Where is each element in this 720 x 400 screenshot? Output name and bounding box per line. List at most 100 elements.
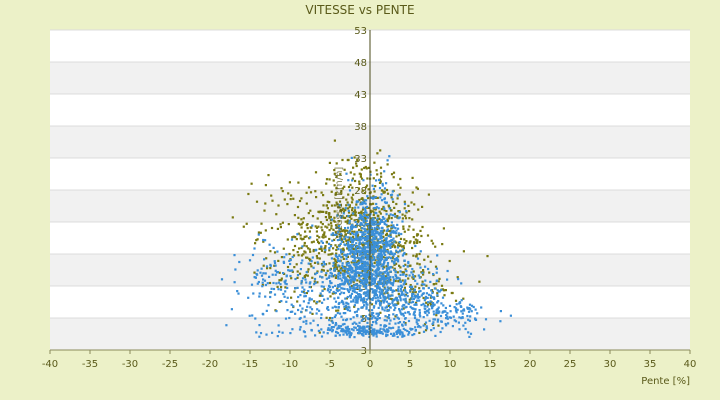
scatter-point [308, 285, 311, 289]
scatter-point [329, 280, 332, 283]
scatter-point [314, 171, 318, 174]
scatter-point [432, 296, 435, 299]
scatter-point [272, 246, 275, 249]
scatter-point [306, 227, 309, 230]
scatter-point [461, 316, 464, 319]
scatter-point [288, 181, 291, 184]
scatter-point [416, 282, 419, 285]
scatter-point [341, 158, 344, 162]
scatter-point [355, 245, 359, 248]
scatter-point [409, 284, 412, 287]
scatter-point [349, 252, 352, 255]
scatter-point [331, 317, 334, 320]
scatter-point [362, 301, 365, 304]
scatter-point [318, 294, 321, 297]
scatter-point [273, 293, 277, 296]
scatter-point [303, 315, 306, 318]
scatter-point [356, 235, 359, 238]
scatter-point [446, 315, 449, 318]
scatter-point [399, 273, 402, 276]
scatter-point [402, 335, 405, 338]
scatter-point [397, 288, 400, 291]
scatter-point [342, 212, 345, 215]
scatter-point [362, 198, 365, 201]
scatter-point [399, 311, 402, 314]
x-tick-label: 20 [524, 359, 537, 370]
scatter-point [377, 233, 381, 236]
scatter-point [304, 230, 307, 233]
scatter-point [363, 212, 366, 215]
scatter-point [336, 214, 339, 217]
scatter-point [365, 306, 368, 309]
scatter-point [295, 263, 298, 266]
scatter-point [277, 324, 280, 327]
scatter-point [285, 283, 288, 286]
scatter-point [269, 267, 272, 270]
scatter-point [389, 213, 392, 216]
scatter-point [406, 265, 409, 268]
scatter-point [305, 281, 308, 284]
scatter-point [402, 225, 405, 228]
scatter-point [326, 207, 329, 210]
scatter-point [353, 219, 356, 222]
scatter-point [428, 271, 431, 274]
scatter-point [411, 268, 414, 271]
scatter-point [366, 303, 369, 306]
scatter-point [347, 193, 350, 196]
scatter-point [430, 289, 433, 292]
scatter-point [328, 285, 331, 288]
scatter-point [366, 256, 369, 260]
scatter-point [394, 270, 397, 274]
scatter-point [422, 287, 425, 290]
scatter-point [391, 334, 394, 337]
scatter-point [339, 234, 342, 238]
scatter-point [412, 236, 415, 239]
scatter-point [353, 156, 356, 159]
scatter-point [254, 317, 257, 320]
scatter-point [383, 281, 386, 284]
scatter-point [404, 300, 407, 303]
scatter-point [386, 309, 389, 312]
scatter-point [371, 328, 375, 331]
scatter-point [346, 201, 349, 204]
scatter-point [379, 172, 383, 175]
scatter-point [336, 327, 339, 330]
scatter-point [353, 254, 356, 257]
scatter-point [335, 309, 338, 312]
scatter-point [340, 232, 343, 235]
scatter-point [344, 304, 348, 307]
scatter-point [325, 182, 328, 185]
scatter-point [255, 239, 258, 242]
scatter-point [356, 234, 359, 237]
scatter-point [346, 222, 349, 225]
scatter-point [318, 309, 321, 312]
scatter-point [388, 302, 391, 306]
scatter-point [384, 290, 388, 293]
scatter-point [355, 298, 358, 301]
scatter-point [303, 235, 306, 238]
scatter-point [418, 263, 421, 266]
scatter-point [298, 272, 302, 275]
scatter-point [377, 238, 380, 241]
scatter-point [371, 259, 374, 262]
scatter-point [268, 243, 271, 246]
scatter-point [379, 235, 382, 238]
scatter-point [364, 270, 367, 273]
scatter-point [319, 275, 322, 278]
scatter-point [336, 203, 339, 206]
scatter-point [376, 262, 379, 265]
scatter-point [337, 331, 340, 335]
scatter-point [391, 190, 394, 193]
scatter-point [300, 310, 303, 313]
scatter-point [361, 279, 364, 282]
scatter-point [382, 217, 385, 220]
scatter-point [368, 283, 371, 286]
scatter-point [466, 306, 469, 309]
scatter-point [342, 210, 345, 214]
scatter-point [380, 199, 384, 202]
scatter-point [397, 321, 400, 325]
scatter-point [259, 271, 262, 274]
scatter-point [396, 335, 399, 339]
scatter-point [385, 333, 388, 336]
scatter-point [413, 241, 416, 244]
